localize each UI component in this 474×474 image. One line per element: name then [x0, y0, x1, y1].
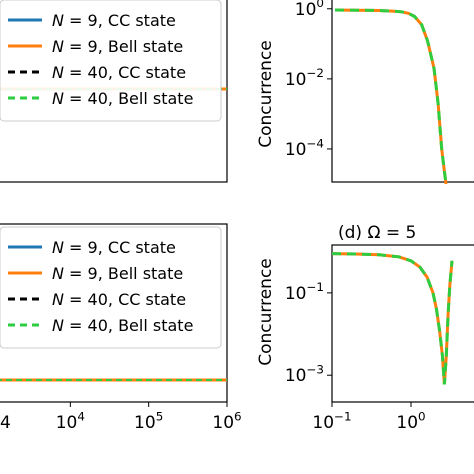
series-line [334, 8, 448, 185]
x-tick-label: 105 [134, 409, 163, 433]
legend-label: N = 9, CC state [52, 238, 176, 257]
y-tick-label: 10−3 [285, 363, 324, 387]
y-tick-label: 10−4 [285, 136, 324, 160]
legend-label: N = 9, Bell state [52, 37, 183, 56]
axes-frame [331, 244, 474, 403]
y-axis-label: Concurrence [256, 258, 276, 366]
x-tick-label: 104 [56, 409, 85, 433]
y-tick-label: 10−2 [285, 66, 324, 90]
panel-top-left: N = 9, CC state N = 9, Bell state N = 40, … [0, 0, 228, 183]
x-tick-label: 106 [212, 409, 241, 433]
x-tick-label: 100 [396, 409, 425, 433]
y-axis-label: Concurrence [256, 40, 276, 148]
x-tick-label: 10−1 [312, 409, 351, 433]
axes-frame [331, 0, 474, 183]
y-tick-label: 10−1 [285, 280, 324, 304]
legend-label: N = 40, CC state [52, 290, 186, 309]
panel-title: (d) Ω = 5 [338, 223, 416, 243]
legend-box [0, 226, 222, 349]
series-line [331, 252, 454, 385]
legend-label: N = 40, Bell state [52, 316, 193, 335]
y-tick-label: 100 [295, 0, 324, 20]
series-line [334, 8, 448, 185]
legend-label: N = 9, Bell state [52, 264, 183, 283]
legend-label: N = 40, Bell state [52, 89, 193, 108]
legend-label: N = 9, CC state [52, 11, 176, 30]
legend-label: N = 40, CC state [52, 63, 186, 82]
legend-box [0, 0, 222, 122]
panel-bottom-right: (d) Ω = 5 10−1 10−3 10−1 100 Concurrence [256, 223, 474, 433]
panel-bottom-left: 104 105 106 4 N = 9, CC state N = 9, Bell sta… [0, 223, 242, 433]
axes-frame [0, 223, 228, 403]
panel-top-right: 100 10−2 10−4 Concurrence [256, 0, 474, 185]
x-tick-label-partial: 4 [0, 413, 11, 433]
series-line [331, 252, 454, 385]
